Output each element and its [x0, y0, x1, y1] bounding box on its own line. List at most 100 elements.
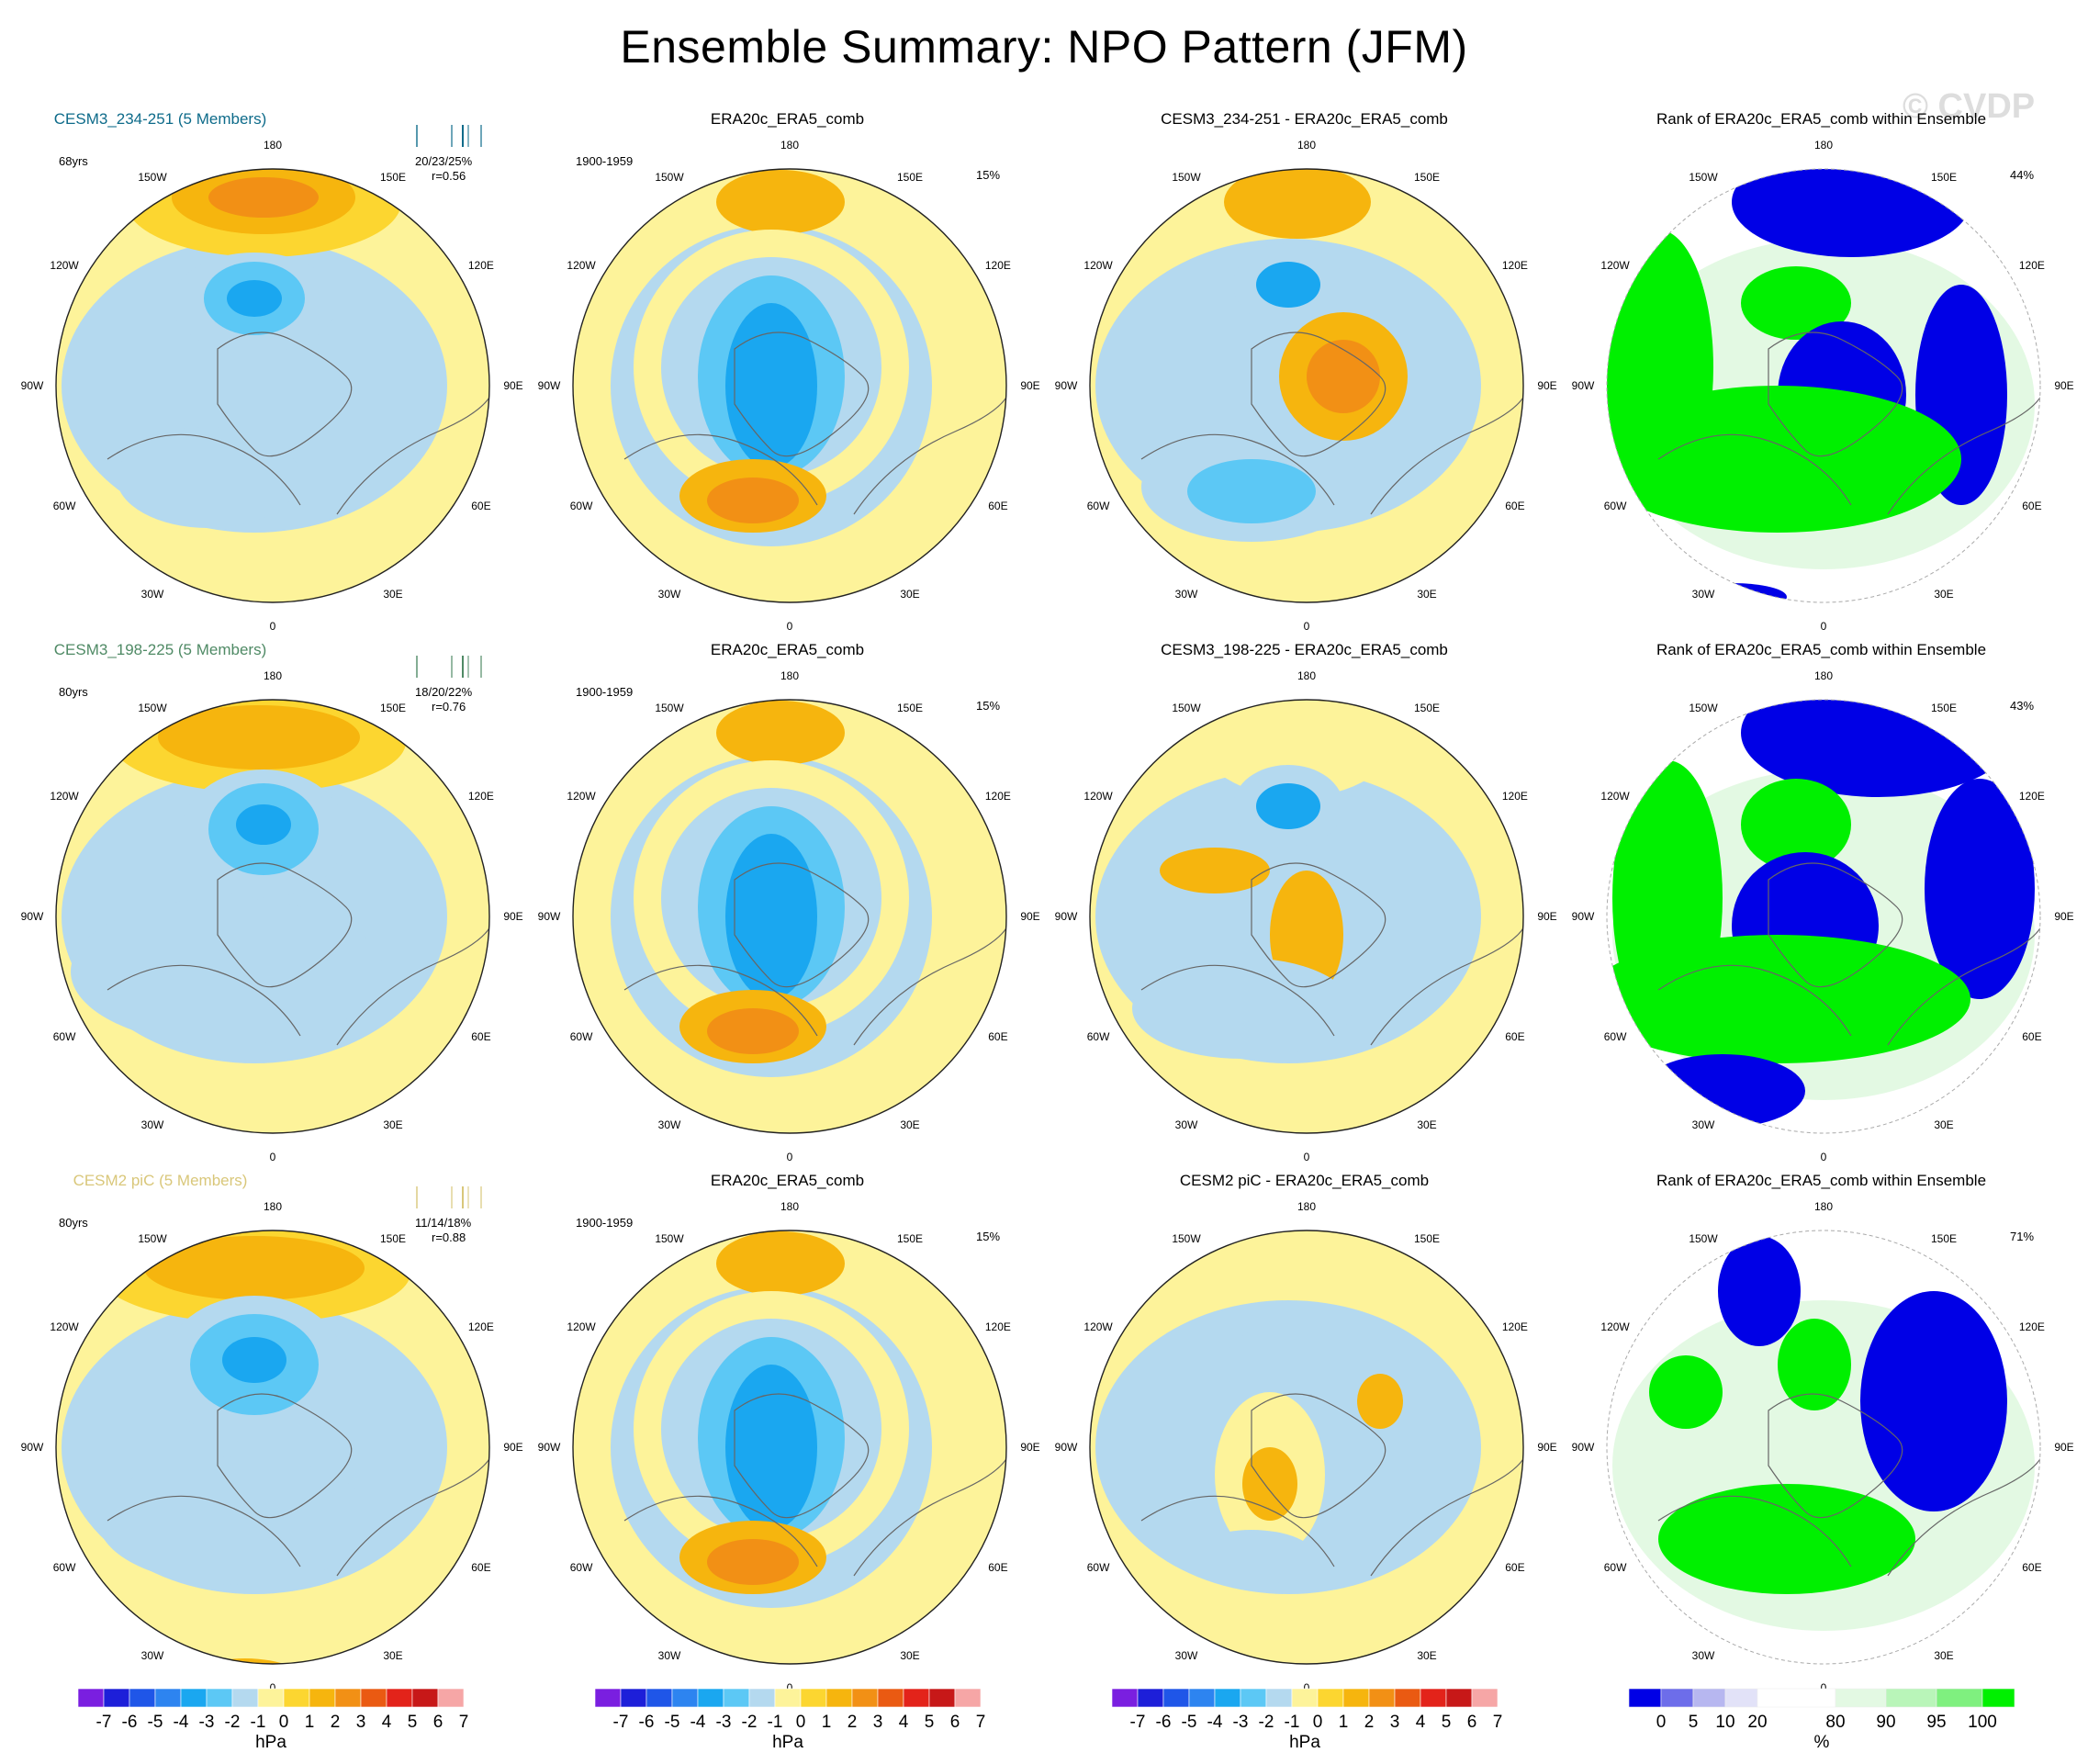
longitude-label: 60E: [1505, 500, 1524, 512]
longitude-label: 150E: [380, 171, 406, 184]
colorbar: -7 -6 -5 -4 -3 -2 -1 0 1 2 3 4 5 6 7 hPa: [594, 1688, 986, 1751]
colorbar-swatch: [1291, 1688, 1319, 1708]
coastline: [1370, 376, 1523, 515]
longitude-label: 30E: [1934, 588, 1953, 601]
longitude-label: 60E: [471, 500, 490, 512]
longitude-label: 60W: [1087, 500, 1110, 512]
longitude-label: 30E: [900, 1649, 919, 1662]
colorbar-swatch: [360, 1688, 387, 1708]
contour-region: [1224, 1323, 1353, 1406]
pct-variance-stats: 18/20/22%: [415, 685, 473, 699]
coastline: [1140, 1495, 1335, 1567]
longitude-label: 90E: [503, 1441, 522, 1454]
map-panel: ERA20c_ERA5_comb 180 150E 120E 90E 60E 30E 0 30W…: [528, 110, 1047, 643]
contour-region: [1256, 262, 1320, 308]
longitude-label: 120W: [50, 259, 79, 272]
longitude-label: 90E: [1020, 910, 1039, 923]
longitude-label: 150E: [1414, 1232, 1440, 1245]
colorbar-swatch: [309, 1688, 336, 1708]
longitude-label: 90W: [1055, 379, 1078, 392]
pct-variance-stats: 20/23/25%: [415, 154, 473, 168]
map-panel: Rank of ERA20c_ERA5_comb within Ensemble…: [1562, 641, 2081, 1174]
longitude-label: 60E: [1505, 1030, 1524, 1043]
pct-variance-stats: 11/14/18%: [415, 1216, 472, 1230]
colorbar-tick: 1: [305, 1713, 315, 1732]
colorbar-swatch: [1214, 1688, 1241, 1708]
obs-pct-variance: 15%: [976, 699, 1001, 713]
longitude-label: 120W: [50, 1320, 79, 1333]
colorbar-tick: 20: [1747, 1713, 1767, 1732]
map-boundary: [55, 1230, 490, 1665]
map-boundary: [55, 168, 490, 603]
longitude-label: 30E: [1417, 1649, 1436, 1662]
panel-title: CESM2 piC - ERA20c_ERA5_comb: [1179, 1172, 1430, 1189]
longitude-label: 30E: [1417, 588, 1436, 601]
watermark: © CVDP: [1903, 87, 2036, 126]
colorbar-tick: 0: [1656, 1713, 1667, 1732]
rank-pct: 44%: [2010, 168, 2035, 182]
coastline: [1887, 906, 2040, 1046]
longitude-label: 0: [787, 1151, 793, 1163]
pattern-correlation: r=0.56: [432, 169, 466, 183]
colorbar-tick: -2: [742, 1713, 758, 1732]
longitude-label: 90W: [538, 379, 561, 392]
contour-region: [707, 1008, 799, 1054]
longitude-label: 150W: [655, 171, 684, 184]
colorbar-swatch: [851, 1688, 879, 1708]
longitude-label: 150E: [1414, 171, 1440, 184]
colorbar-tick: 0: [279, 1713, 289, 1732]
contour-region: [1778, 1319, 1851, 1410]
obs-period: 1900-1959: [576, 154, 634, 168]
coastline: [336, 1437, 489, 1577]
colorbar-tick: -5: [148, 1713, 163, 1732]
colorbar-tick: -3: [199, 1713, 215, 1732]
colorbar-swatch: [1420, 1688, 1447, 1708]
coastline: [1768, 1393, 1903, 1519]
longitude-label: 90E: [2054, 379, 2073, 392]
coastline: [107, 433, 301, 506]
longitude-label: 30E: [383, 1118, 402, 1131]
colorbar-unit: hPa: [255, 1733, 286, 1751]
longitude-label: 120W: [567, 1320, 596, 1333]
colorbar-tick: -6: [1156, 1713, 1172, 1732]
longitude-label: 120E: [985, 790, 1011, 803]
longitude-label: 150E: [897, 171, 923, 184]
contour-region: [725, 1365, 817, 1530]
longitude-label: 120E: [2019, 1320, 2045, 1333]
longitude-label: 90E: [1020, 379, 1039, 392]
page-title: Ensemble Summary: NPO Pattern (JFM): [620, 21, 1468, 73]
colorbar-tick: 7: [976, 1713, 986, 1732]
colorbar-tick: 90: [1876, 1713, 1895, 1732]
colorbar-tick: 95: [1926, 1713, 1946, 1732]
colorbar-swatch: [1111, 1688, 1139, 1708]
colorbar-swatch: [334, 1688, 362, 1708]
colorbar-tick: -1: [251, 1713, 266, 1732]
colorbar-unit: hPa: [772, 1733, 803, 1751]
coastline: [1251, 331, 1386, 457]
coastline: [623, 433, 818, 506]
panel-title: CESM3_234-251 - ERA20c_ERA5_comb: [1161, 110, 1448, 128]
colorbar-tick: 100: [1968, 1713, 1997, 1732]
map-panel: Rank of ERA20c_ERA5_comb within Ensemble…: [1562, 110, 2081, 643]
longitude-label: 90E: [503, 379, 522, 392]
member-spread-ticks: [416, 1186, 482, 1208]
colorbar-swatch: [903, 1688, 930, 1708]
longitude-label: 60W: [53, 500, 76, 512]
colorbar-tick: 80: [1825, 1713, 1845, 1732]
contour-region: [1307, 340, 1380, 413]
contour-region: [1224, 169, 1371, 239]
longitude-label: 120E: [1502, 790, 1528, 803]
longitude-label: 150W: [1689, 1232, 1718, 1245]
longitude-label: 0: [1304, 1681, 1310, 1694]
longitude-label: 30W: [658, 1118, 681, 1131]
contour-region: [1607, 230, 1713, 505]
longitude-label: 90E: [503, 910, 522, 923]
colorbar-unit: hPa: [1289, 1733, 1320, 1751]
colorbar-swatch: [594, 1688, 622, 1708]
longitude-label: 150W: [138, 1232, 167, 1245]
coastline: [734, 862, 870, 988]
colorbar-tick: 5: [1689, 1713, 1699, 1732]
longitude-label: 150W: [1172, 702, 1201, 714]
longitude-label: 0: [1821, 1151, 1827, 1163]
longitude-label: 90W: [538, 1441, 561, 1454]
